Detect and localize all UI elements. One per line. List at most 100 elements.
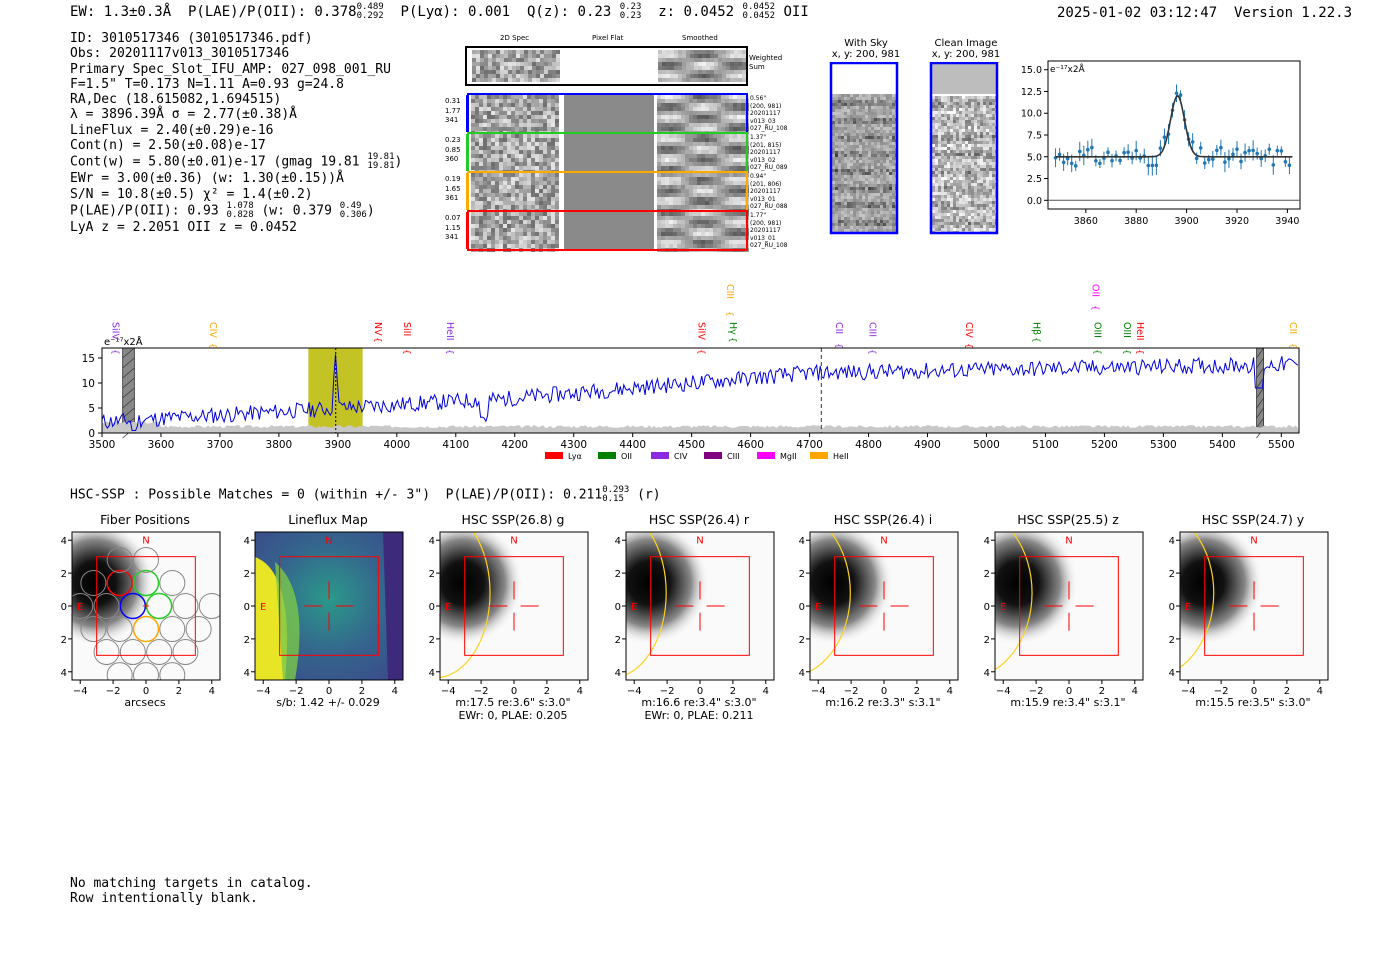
mask-hatch [1256,367,1264,379]
emission-line-bracket: { [372,337,382,343]
fiber-circle [185,616,212,643]
cutout-noise [471,95,559,135]
cutout-row-stats: 0.31 1.77 341 [445,97,461,124]
x-tick-label: 3940 [1275,216,1299,227]
fiber-cutouts: 2D Spec Pixel Flat Smoothed Weighted Sum… [440,32,800,257]
x-tick-label: 4400 [619,439,646,451]
x-tick-label: 4 [392,686,398,697]
emission-line-bracket: { [696,349,706,355]
emission-line-name: CII [833,322,844,334]
search-box [1019,556,1119,656]
x-tick-label: 3880 [1124,216,1148,227]
y-tick-label: 4 [799,536,805,547]
fiber-circle [172,593,199,619]
x-tick-label: 5200 [1091,439,1118,451]
emission-line-name: CIV [207,322,218,338]
x-tick-label: 2 [730,686,736,697]
emission-line-bracket: { [1134,349,1144,355]
panel-caption-2: EWr: 0, PLAE: 0.211 [644,709,754,722]
x-tick-label: 4600 [737,439,764,451]
y-tick-label: −2 [60,635,67,646]
y-tick-label: −2 [1168,635,1175,646]
panel-content [1180,532,1328,680]
data-point [1073,164,1078,168]
panel-caption: m:16.2 re:3.3" s:3.1" [825,696,941,709]
zoom-plot-area [1047,60,1301,210]
y-tick-label: 10.0 [1021,109,1042,120]
y-tick-label: 4 [1169,536,1175,547]
emission-line-bracket: { [963,343,973,349]
panel-image: N E −4 4 −2 2 0 0 2 −2 4 −4 [614,531,775,697]
line-fit-chart: 0.0 2.5 5.0 7.5 10.0 12.5 15.0 3860 3880 3900 3920… [1021,60,1301,227]
y-tick-label: 4 [984,536,990,547]
emission-line-label: CIV { [963,322,974,349]
y-tick-label: 15.0 [1021,65,1042,76]
x-tick-label: 4700 [796,439,823,451]
y-tick-label: 0 [429,602,435,613]
data-point [1122,150,1126,155]
galaxy-blob [995,532,1079,645]
panel-image: N E −4 4 −2 2 0 0 2 −2 4 −4 [983,531,1144,697]
y-tick-label: 12.5 [1021,87,1042,98]
emission-line-name: HeII [444,322,455,341]
cutout-noise [657,173,749,213]
y-tick-label: 0 [615,602,621,613]
mask-hatch [122,397,135,409]
fiber-circle [80,616,107,643]
x-tick-label: 4300 [560,439,587,451]
data-point [1118,158,1122,163]
emission-line-label: OIII { [1121,322,1132,355]
fiber-circle [72,593,94,619]
x-tick-label: 0 [143,686,149,697]
emission-line-label: CII { [833,322,844,349]
image-frame [829,62,899,235]
fiber-circle [119,639,146,666]
data-point [1243,150,1247,155]
y-tick-label: 7.5 [1027,131,1042,142]
pixel-flat [564,173,654,210]
cutout-noise [657,134,749,174]
y-tick-label: −2 [983,635,990,646]
north-label: N [510,536,517,547]
mask-hatch [1256,407,1264,419]
y-tick-label: 0.0 [1027,196,1042,207]
x-tick-label: 4200 [501,439,528,451]
north-label: N [142,536,149,547]
y-tick-label: 2.5 [1027,174,1042,185]
data-point [1267,147,1272,152]
y-tick-label: −2 [428,635,435,646]
x-tick-label: 4900 [914,439,941,451]
east-label: E [445,602,451,613]
cutout-row-marker [466,212,469,249]
x-tick-label: 0 [511,686,517,697]
y-tick-label: 2 [799,569,805,580]
y-tick-label: −4 [798,668,805,679]
y-tick-label: 4 [615,536,621,547]
data-point [1190,140,1195,144]
fiber-circle [106,616,133,643]
y-tick-label: 10 [82,378,95,390]
panel-content [626,532,774,680]
search-box [464,556,564,656]
cutout-noise [471,173,559,213]
data-point [1126,150,1130,154]
x-tick-label: 2 [914,686,920,697]
fiber-circle [133,662,159,680]
panel-title: HSC SSP(26.4) r [648,512,750,527]
x-tick-label: 4800 [855,439,882,451]
x-tick-label: 2 [544,686,550,697]
y-tick-label: −4 [983,668,990,679]
emission-line-label: HeII { [1134,322,1145,355]
panel-title: HSC SSP(26.4) i [833,512,933,527]
emission-line-label: SiIV { [110,322,121,355]
fiber-circle [132,569,160,597]
panel-content [995,532,1143,680]
panel-content [255,532,403,680]
mask-hatch [122,387,135,399]
panel-caption: m:15.9 re:3.4" s:3.1" [1010,696,1126,709]
emission-line-label: CII { [1287,322,1298,349]
cutout-row-info: 1.77" (200, 981) 20201117 v013_01 027_RU_108 [750,212,788,249]
x-tick-label: 2 [1099,686,1105,697]
data-point [1198,146,1203,150]
emission-line-name: OIII [1091,322,1102,338]
